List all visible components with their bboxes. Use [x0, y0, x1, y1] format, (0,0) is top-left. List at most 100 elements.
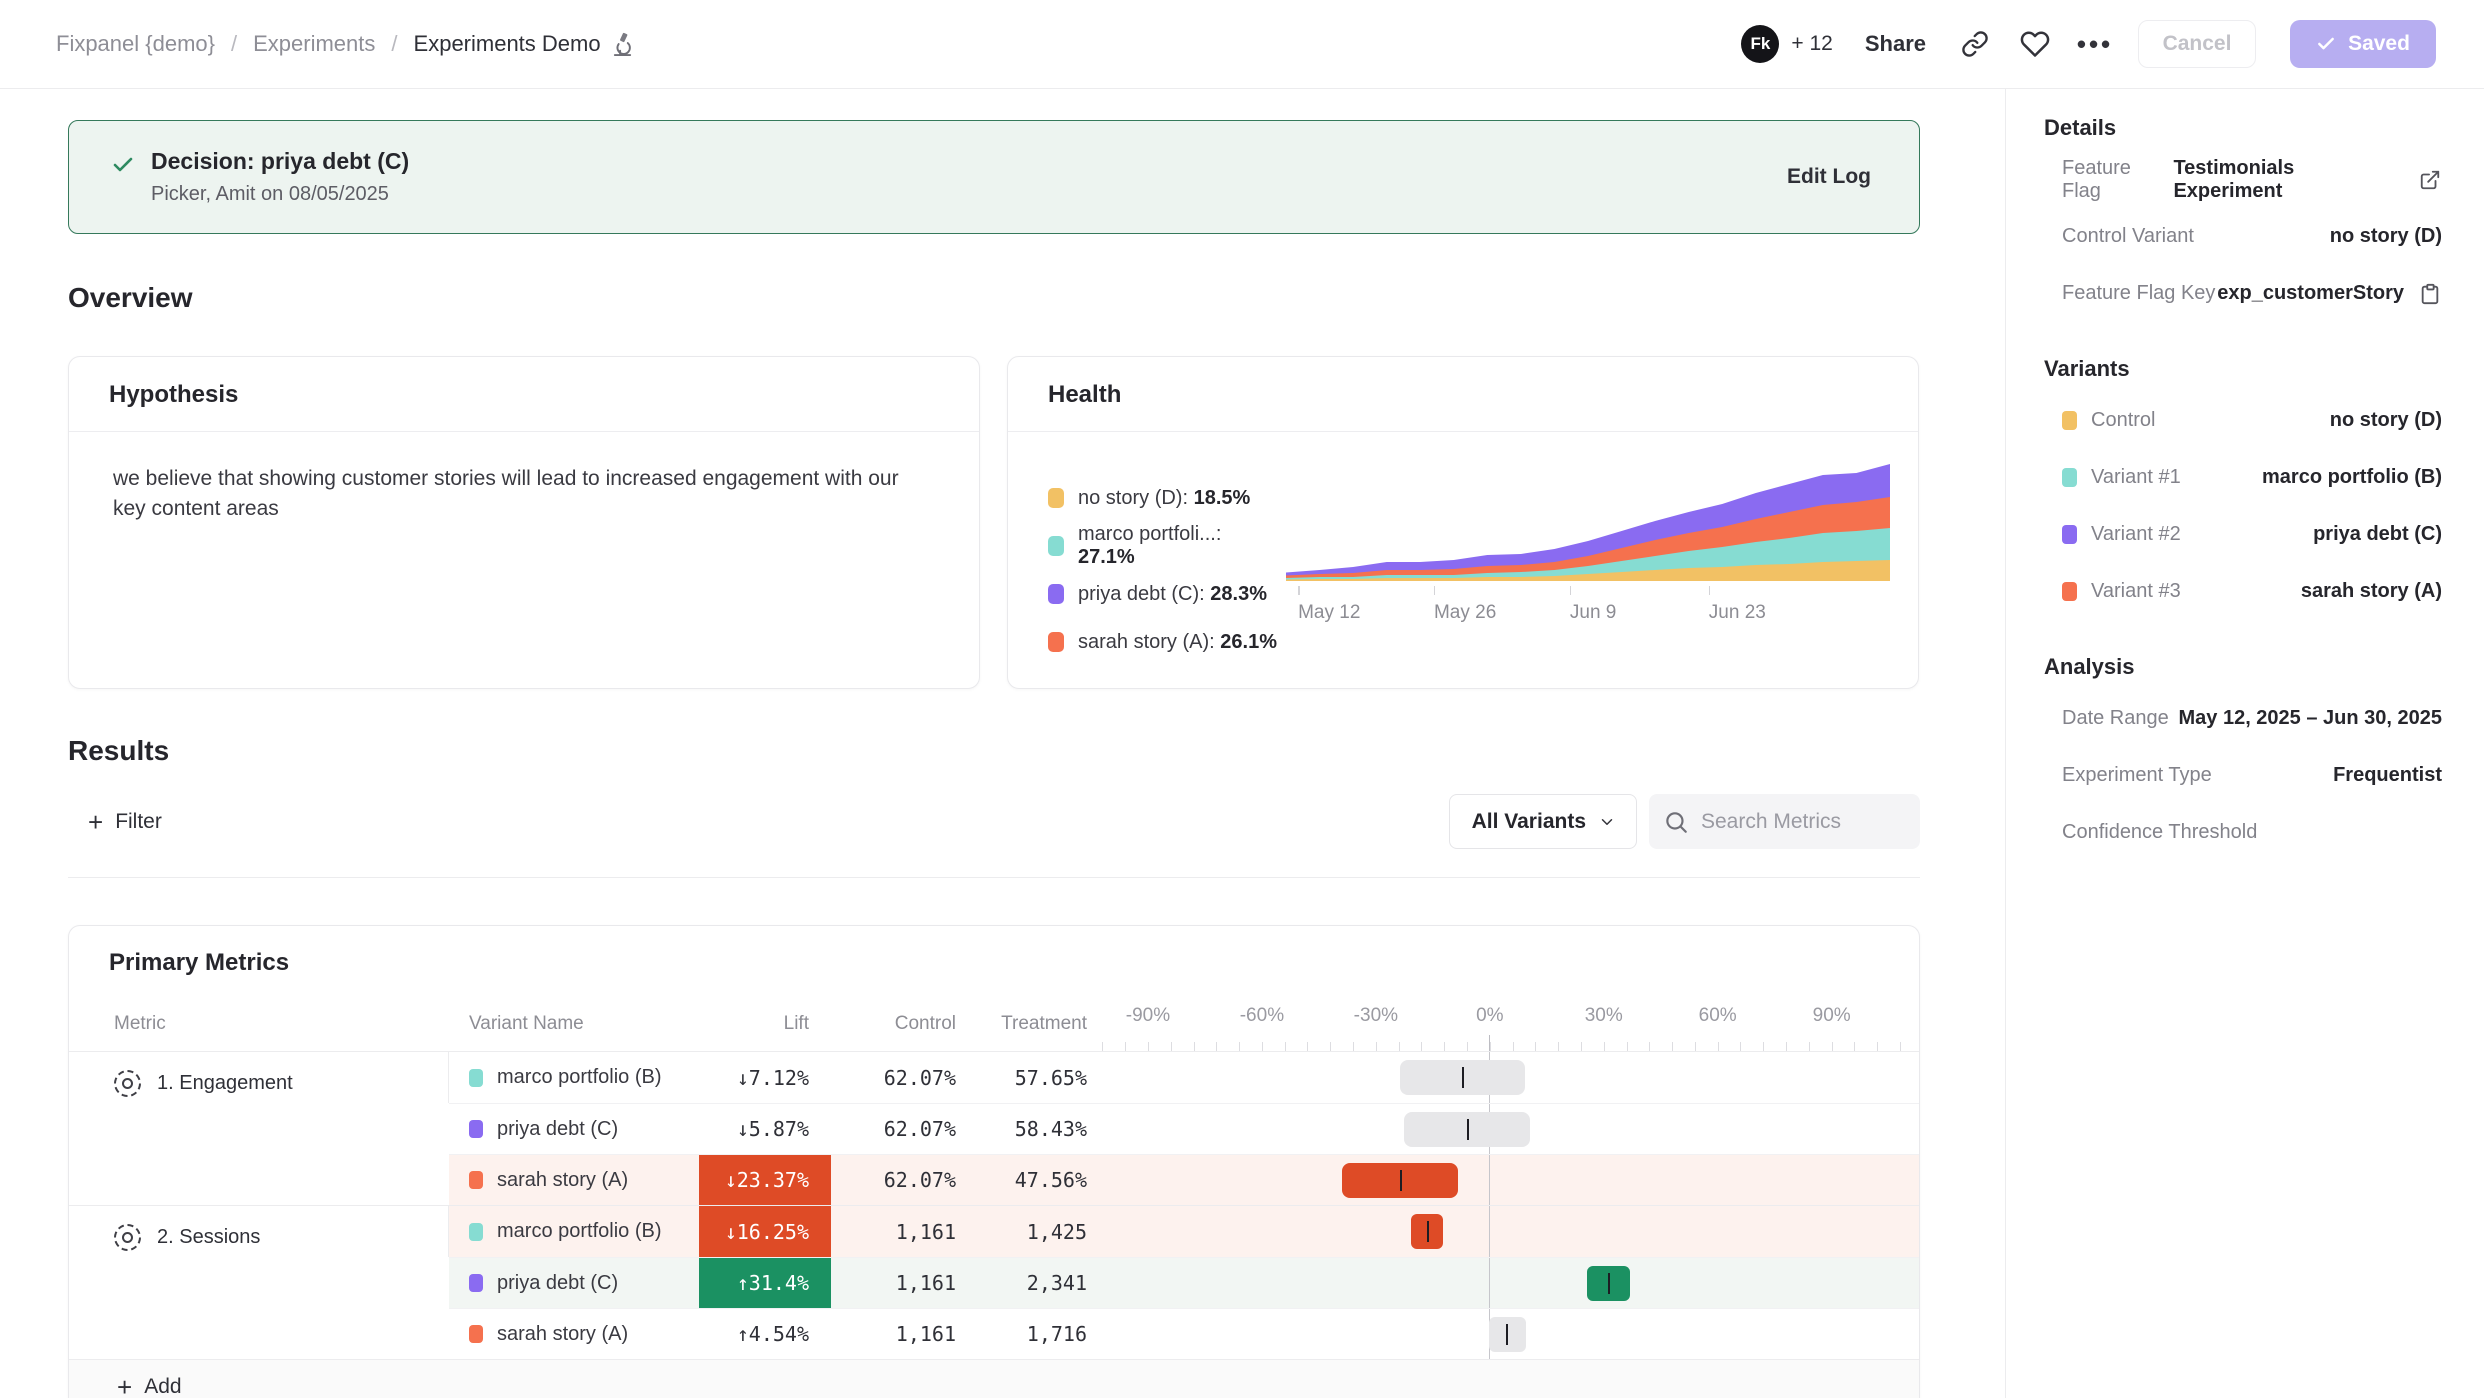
- lift-value: ↑31.4%: [699, 1258, 831, 1308]
- label-text: Confidence Threshold: [2062, 821, 2258, 843]
- breadcrumb-experiments[interactable]: Experiments: [253, 31, 376, 56]
- x-tick: [1569, 586, 1572, 595]
- scale-label: 90%: [1812, 1005, 1851, 1026]
- scale-tick: [1763, 1042, 1765, 1051]
- x-tick-label: May 26: [1433, 602, 1497, 623]
- details-sidebar: Details Feature Flag Testimonials Experim…: [2005, 89, 2484, 1398]
- share-button[interactable]: Share: [1864, 31, 1926, 56]
- treatment-value: 57.65%: [1014, 1065, 1087, 1090]
- lift-value: ↓16.25%: [699, 1206, 831, 1257]
- sidebar-row-value[interactable]: Testimonials Experiment: [2173, 157, 2442, 203]
- metric-group: 2. Sessions marco portfolio (B) ↓16.25% 1,1…: [69, 1205, 1919, 1359]
- avatar[interactable]: Fk: [1741, 25, 1780, 63]
- treatment-value: 47.56%: [1014, 1168, 1087, 1192]
- lift-cell: ↑4.54%: [699, 1309, 831, 1359]
- sidebar-row-label: Variant #1: [2062, 466, 2181, 489]
- legend-label: marco portfoli...: 27.1%: [1078, 523, 1222, 568]
- treatment-value: 58.43%: [1014, 1117, 1087, 1141]
- scale-tick: [1147, 1042, 1149, 1051]
- breadcrumb-separator: /: [391, 31, 398, 56]
- plus-icon: +: [88, 806, 104, 837]
- cancel-button[interactable]: Cancel: [2138, 20, 2256, 68]
- variant-cell: sarah story (A): [449, 1323, 699, 1346]
- lift-cell: ↓16.25%: [699, 1206, 831, 1257]
- collaborators-count[interactable]: + 12: [1791, 32, 1833, 55]
- external-link-icon[interactable]: [2418, 168, 2442, 192]
- scale-label: 30%: [1584, 1005, 1623, 1026]
- scale-tick: [1808, 1042, 1810, 1051]
- breadcrumb-project[interactable]: Fixpanel {demo}: [56, 31, 215, 56]
- sidebar-row-label: Date Range: [2062, 707, 2169, 730]
- ci-mean-marker: [1400, 1170, 1403, 1191]
- lift-cell: ↓23.37%: [699, 1155, 831, 1205]
- metric-cell: 1. Engagement: [69, 1052, 449, 1103]
- scale-tick: [1900, 1042, 1901, 1051]
- top-bar-actions: Fk + 12 Share ••• Cancel Saved: [1741, 20, 2436, 68]
- scale-label: 60%: [1698, 1005, 1737, 1026]
- value-text: exp_customerStory: [2217, 282, 2404, 304]
- confidence-interval-bar: [1341, 1163, 1459, 1198]
- ci-chart-cell: [1091, 1206, 1919, 1257]
- add-metric-button[interactable]: + Add: [69, 1359, 1919, 1398]
- metric-name: 2. Sessions: [157, 1226, 261, 1248]
- copy-link-icon[interactable]: [1958, 27, 1992, 61]
- ci-mean-marker: [1427, 1221, 1430, 1242]
- metric-cell: 2. Sessions: [69, 1206, 449, 1257]
- x-tick: [1708, 586, 1711, 595]
- variants-dropdown[interactable]: All Variants: [1448, 794, 1637, 849]
- favorite-heart-icon[interactable]: [2018, 27, 2052, 61]
- ci-chart-cell: [1091, 1309, 1919, 1359]
- value-text: priya debt (C): [2313, 523, 2442, 545]
- variant-name: sarah story (A): [497, 1322, 629, 1345]
- sidebar-row-value: no story (D): [2330, 225, 2442, 248]
- lift-cell: ↑31.4%: [699, 1258, 831, 1308]
- sidebar-row-value: sarah story (A): [2301, 580, 2442, 603]
- legend-value: 27.1%: [1078, 546, 1135, 568]
- scale-tick: [1330, 1042, 1332, 1051]
- variant-cell: priya debt (C): [449, 1118, 699, 1141]
- results-divider: [68, 877, 1920, 878]
- top-bar: Fixpanel {demo} / Experiments / Experime…: [0, 0, 2484, 89]
- more-options-icon[interactable]: •••: [2076, 28, 2114, 59]
- sidebar-row-value: no story (D): [2330, 409, 2442, 432]
- sidebar-row: Feature Flag Testimonials Experiment: [2062, 151, 2442, 208]
- scale-tick: [1626, 1042, 1628, 1051]
- edit-log-button[interactable]: Edit Log: [1787, 165, 1871, 188]
- details-section: Details Feature Flag Testimonials Experim…: [2044, 115, 2442, 322]
- control-value: 62.07%: [883, 1065, 956, 1090]
- plus-icon: +: [117, 1371, 133, 1398]
- x-tick-label: Jun 23: [1708, 602, 1766, 623]
- sidebar-row-value: exp_customerStory: [2217, 282, 2442, 306]
- health-x-labels: May 12 May 26 Jun 9 Jun 23: [1286, 602, 1890, 632]
- metric-target-icon: [114, 1224, 141, 1251]
- variant-name: priya debt (C): [497, 1117, 619, 1140]
- scale-tick: [1786, 1042, 1788, 1051]
- ci-mean-marker: [1461, 1067, 1464, 1088]
- scale-label: 0%: [1476, 1005, 1504, 1026]
- health-legend: no story (D): 18.5% marco portfoli...: 27…: [1048, 460, 1282, 666]
- ci-mean-marker: [1506, 1324, 1509, 1345]
- label-text: Variant #2: [2091, 523, 2181, 545]
- primary-metrics-title: Primary Metrics: [109, 949, 290, 976]
- copy-icon[interactable]: [2418, 282, 2442, 306]
- saved-button[interactable]: Saved: [2290, 20, 2436, 68]
- scale-tick: [1580, 1042, 1582, 1051]
- scale-tick: [1307, 1042, 1309, 1051]
- control-value: 1,161: [895, 1219, 956, 1244]
- variant-swatch: [2062, 411, 2077, 430]
- add-filter-button[interactable]: + Filter: [88, 806, 162, 837]
- variant-name: priya debt (C): [497, 1271, 619, 1294]
- scale-tick: [1694, 1042, 1696, 1051]
- search-metrics-input[interactable]: [1649, 794, 1920, 849]
- scale-tick: [1421, 1042, 1423, 1051]
- ci-chart-cell: [1091, 1104, 1919, 1154]
- control-value: 1,161: [895, 1271, 956, 1295]
- table-row: priya debt (C) ↓5.87% 62.07% 58.43%: [449, 1103, 1919, 1154]
- label-text: Experiment Type: [2062, 764, 2212, 786]
- zero-axis-line: [1488, 1206, 1491, 1257]
- main-content: Decision: priya debt (C) Picker, Amit on…: [0, 89, 2005, 1398]
- lift-cell: ↓5.87%: [699, 1104, 831, 1154]
- table-row: marco portfolio (B) ↓7.12% 62.07% 57.65%: [449, 1052, 1919, 1103]
- sidebar-row-label: Feature Flag: [2062, 157, 2173, 203]
- table-body: 1. Engagement marco portfolio (B) ↓7.12% 62…: [69, 1051, 1919, 1359]
